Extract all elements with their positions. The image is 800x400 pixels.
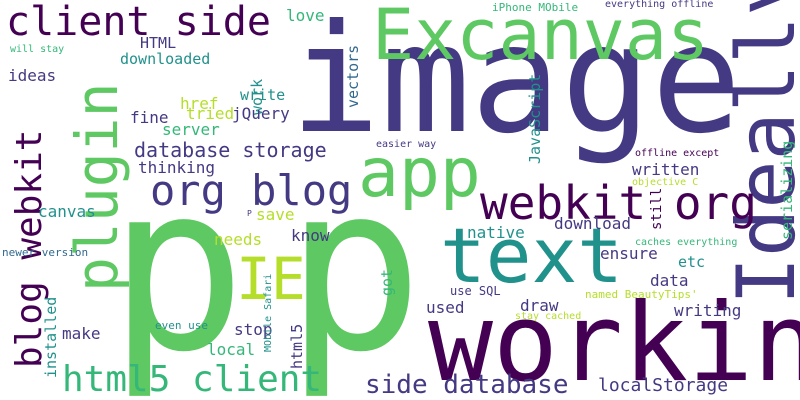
word-p-small: P: [247, 210, 252, 218]
word-still: still: [650, 188, 664, 230]
word-thinking: thinking: [138, 160, 215, 176]
word-jquery: jQuery: [232, 106, 290, 122]
word-local: local: [207, 342, 255, 358]
word-javascript: JavaScript: [528, 74, 543, 164]
word-plugin: plugin: [68, 82, 126, 292]
word-client-side: client side: [6, 2, 271, 42]
word-download: download: [554, 216, 631, 232]
word-iphone-mobile: iPhone MObile: [492, 2, 578, 13]
word-html5-client: html5 client: [62, 362, 322, 398]
word-installed: installed: [44, 297, 59, 378]
word-love: love: [286, 8, 325, 24]
word-app: app: [358, 140, 481, 208]
word-mobile-safari: MObile Safari: [264, 274, 274, 352]
word-native: native: [467, 225, 525, 241]
word-objective-c: objective C: [632, 178, 698, 188]
word-localstorage: localStorage: [598, 377, 728, 395]
word-make: make: [62, 326, 101, 342]
word-canvas: canvas: [38, 204, 96, 220]
word-even-use: even use: [155, 320, 208, 331]
word-vectors: vectors: [346, 45, 361, 108]
word-server: server: [162, 122, 220, 138]
word-needs: needs: [214, 232, 262, 248]
word-used: used: [426, 300, 465, 316]
word-use-sql: use SQL: [450, 285, 501, 297]
word-html: HTML: [140, 36, 176, 51]
word-data: data: [650, 273, 689, 289]
word-easier-way: easier way: [376, 140, 436, 150]
word-offline-except: offline except: [635, 149, 719, 159]
word-stay-cached: stay cached: [515, 312, 581, 322]
word-will-stay: will stay: [10, 45, 64, 55]
word-downloaded: downloaded: [120, 52, 210, 67]
word-html5: html5: [290, 324, 305, 369]
word-newer-version: newer version: [2, 247, 88, 258]
word-etc: etc: [678, 255, 705, 270]
word-got: got: [380, 269, 395, 296]
word-side-database: side database: [365, 372, 569, 398]
word-written: written: [632, 162, 699, 178]
word-serializing: serializing: [780, 141, 795, 240]
word-ideas: ideas: [8, 68, 56, 84]
word-ensure: ensure: [600, 246, 658, 262]
word-named-beautytips: named BeautyTips': [585, 289, 698, 300]
word-writing: writing: [674, 303, 741, 319]
word-caches-everything: caches everything: [635, 238, 737, 248]
word-write: write: [240, 88, 285, 103]
word-href: href: [180, 96, 219, 112]
word-everything-offline: everything offline: [605, 0, 713, 10]
word-database-storage: database storage: [134, 140, 327, 160]
word-know: know: [291, 228, 330, 244]
word-save: save: [256, 207, 295, 223]
